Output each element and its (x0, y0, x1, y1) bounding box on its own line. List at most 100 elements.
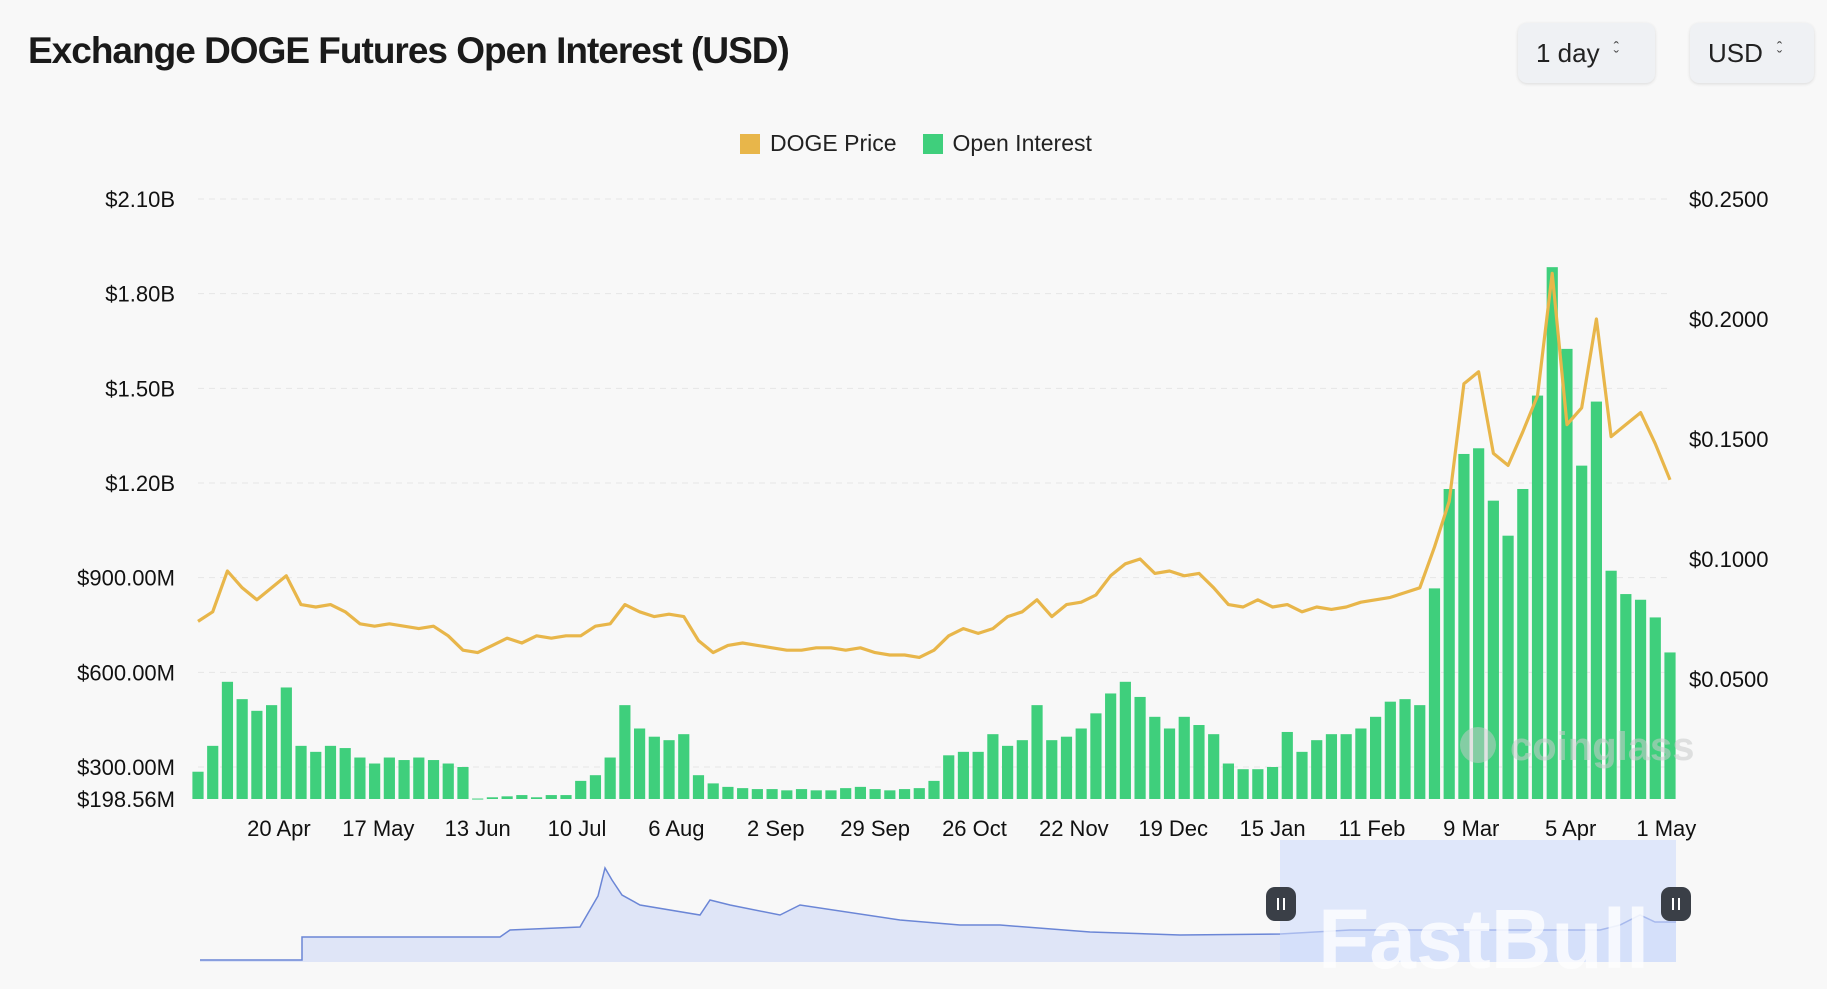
left-axis-tick-label: $600.00M (77, 660, 175, 685)
chart-legend: DOGE Price Open Interest (740, 130, 1118, 157)
open-interest-bar (1149, 716, 1161, 799)
x-axis-tick-label: 15 Jan (1240, 816, 1306, 841)
open-interest-bar (192, 771, 204, 799)
open-interest-bar (310, 751, 322, 799)
navigator-right-handle[interactable] (1661, 887, 1691, 921)
open-interest-bar (1414, 705, 1426, 799)
navigator-left-handle[interactable] (1266, 887, 1296, 921)
legend-item-open-interest[interactable]: Open Interest (922, 130, 1092, 157)
x-axis-tick-label: 2 Sep (747, 816, 805, 841)
right-axis-tick-label: $0.2000 (1689, 307, 1769, 332)
open-interest-bar (884, 790, 896, 799)
open-interest-bar (457, 766, 469, 799)
open-interest-bar (1266, 766, 1279, 799)
open-interest-bar (795, 789, 808, 799)
x-axis-tick-label: 1 May (1636, 816, 1696, 841)
open-interest-bar (943, 755, 955, 799)
left-axis-tick-label: $1.20B (105, 471, 175, 496)
x-axis-tick-label: 20 Apr (247, 816, 311, 841)
open-interest-bar (1193, 725, 1205, 799)
open-interest-bar (751, 789, 763, 799)
grip-icon (1672, 898, 1680, 910)
right-axis-ticks: $0.0500 $0.1000 $0.1500 $0.2000 $0.2500 (1689, 187, 1769, 692)
open-interest-bar (1105, 693, 1117, 799)
open-interest-bar (1031, 705, 1043, 799)
open-interest-bar (1016, 740, 1028, 799)
open-interest-bar (707, 783, 719, 799)
legend-item-doge-price[interactable]: DOGE Price (740, 130, 897, 157)
open-interest-bar (1473, 448, 1485, 799)
open-interest-bar (737, 788, 749, 799)
open-interest-bar (1458, 453, 1470, 799)
open-interest-bar (1370, 716, 1382, 799)
open-interest-bar (634, 728, 646, 799)
open-interest-bar (604, 757, 616, 799)
open-interest-bar (472, 798, 484, 800)
open-interest-bar (663, 740, 675, 799)
open-interest-bar (913, 788, 925, 799)
open-interest-bar (398, 760, 410, 799)
x-axis-tick-label: 13 Jun (445, 816, 511, 841)
open-interest-bar (1487, 500, 1499, 799)
open-interest-bar (1384, 701, 1396, 799)
open-interest-bar (1119, 681, 1131, 799)
fastbull-watermark: FastBull (1318, 892, 1649, 986)
open-interest-bar (324, 745, 337, 799)
legend-swatch-oi (922, 133, 943, 154)
open-interest-bar (1163, 728, 1176, 799)
open-interest-bar (1605, 570, 1617, 799)
open-interest-bar (825, 790, 837, 799)
open-interest-bar (1325, 734, 1338, 799)
open-interest-bar (442, 763, 454, 799)
open-interest-bar (530, 797, 543, 799)
open-interest-bar (1252, 769, 1264, 799)
open-interest-bar (295, 745, 307, 799)
open-interest-bar (1281, 731, 1293, 799)
open-interest-bar (1296, 751, 1308, 799)
legend-swatch-price (740, 133, 760, 154)
coinglass-logo-icon (1460, 727, 1496, 763)
navigator-selection[interactable] (1280, 840, 1676, 962)
x-axis-tick-label: 10 Jul (548, 816, 607, 841)
open-interest-bar (972, 751, 984, 799)
open-interest-bar (1561, 348, 1573, 799)
open-interest-bar (413, 757, 425, 799)
open-interest-bars (192, 267, 1676, 800)
x-axis-tick-label: 17 May (342, 816, 414, 841)
x-axis-tick-label: 19 Dec (1138, 816, 1208, 841)
range-navigator[interactable]: FastBull (200, 840, 1691, 986)
open-interest-bar (1443, 488, 1455, 799)
open-interest-bar (1649, 617, 1661, 799)
open-interest-bar (1178, 716, 1190, 799)
left-axis-tick-label: $1.80B (105, 282, 175, 307)
open-interest-bar (1576, 465, 1588, 799)
currency-select-value: USD (1708, 37, 1763, 68)
left-axis-tick-label: $300.00M (77, 755, 175, 780)
open-interest-bar (678, 734, 690, 799)
open-interest-bar (1517, 488, 1529, 799)
open-interest-bar (1399, 699, 1411, 799)
open-interest-bar (766, 789, 778, 799)
open-interest-bar (1046, 740, 1058, 799)
open-interest-bar (486, 797, 498, 799)
open-interest-bar (501, 796, 513, 799)
open-interest-bar (619, 705, 631, 799)
open-interest-bar (928, 780, 940, 799)
legend-label: DOGE Price (770, 130, 897, 156)
open-interest-bar (280, 687, 292, 799)
right-axis-tick-label: $0.1500 (1689, 427, 1769, 452)
left-axis-tick-label: $900.00M (77, 566, 175, 591)
open-interest-bar (1134, 696, 1146, 799)
open-interest-bar (1531, 395, 1544, 799)
left-axis-tick-label: $198.56M (77, 787, 175, 812)
open-interest-bar (781, 790, 793, 799)
left-axis-tick-label: $1.50B (105, 376, 175, 401)
open-interest-bar (427, 760, 440, 799)
open-interest-bar (1620, 594, 1632, 799)
x-axis-ticks: 20 Apr 17 May 13 Jun 10 Jul 6 Aug 2 Sep 29 Sep… (247, 816, 1696, 841)
open-interest-bar (987, 734, 999, 799)
x-axis-tick-label: 11 Feb (1338, 816, 1405, 841)
